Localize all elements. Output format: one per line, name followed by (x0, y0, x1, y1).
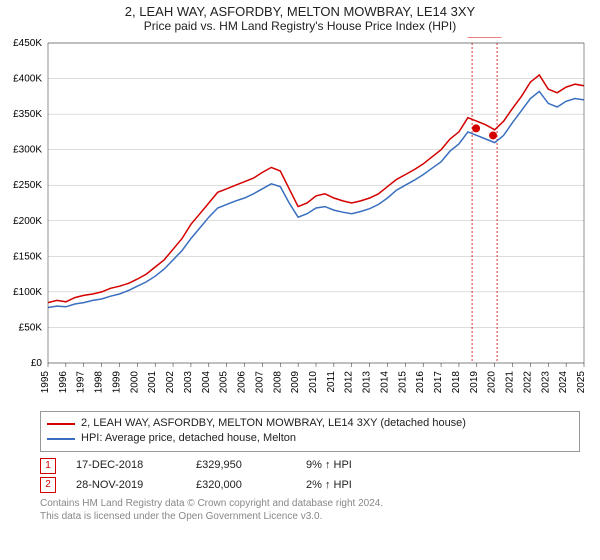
legend-swatch-icon (47, 438, 75, 440)
event-price: £329,950 (196, 456, 286, 476)
svg-text:2002: 2002 (165, 371, 176, 394)
svg-text:1996: 1996 (58, 371, 69, 394)
svg-text:2024: 2024 (558, 371, 569, 394)
svg-text:£50K: £50K (19, 322, 43, 333)
svg-text:1998: 1998 (94, 371, 105, 394)
svg-text:£150K: £150K (13, 251, 42, 262)
svg-text:2020: 2020 (487, 371, 498, 394)
line-chart-svg: £0 £50K £100K £150K £200K £250K £300K £350K £400… (0, 37, 600, 405)
svg-text:2021: 2021 (505, 371, 516, 394)
event-number-badge: 1 (40, 458, 56, 474)
svg-text:1995: 1995 (40, 371, 51, 394)
legend-swatch-icon (47, 423, 75, 425)
chart-title: 2, LEAH WAY, ASFORDBY, MELTON MOWBRAY, L… (0, 0, 600, 19)
chart-area: £0 £50K £100K £150K £200K £250K £300K £350K £400… (0, 37, 600, 405)
svg-text:£250K: £250K (13, 180, 42, 191)
svg-text:2003: 2003 (183, 371, 194, 394)
event-price: £320,000 (196, 476, 286, 496)
svg-text:2018: 2018 (451, 371, 462, 394)
svg-text:2000: 2000 (129, 371, 140, 394)
svg-text:2011: 2011 (326, 371, 337, 393)
svg-text:1999: 1999 (111, 371, 122, 394)
svg-text:£350K: £350K (13, 109, 42, 120)
event-date: 28-NOV-2019 (76, 476, 176, 496)
event-row: 1 17-DEC-2018 £329,950 9% ↑ HPI (40, 456, 580, 476)
footer-line: Contains HM Land Registry data © Crown c… (40, 497, 580, 510)
svg-text:£450K: £450K (13, 38, 42, 49)
svg-text:2013: 2013 (362, 371, 373, 394)
chart-subtitle: Price paid vs. HM Land Registry's House … (0, 19, 600, 37)
svg-text:2022: 2022 (522, 371, 533, 394)
svg-text:£0: £0 (31, 358, 43, 369)
svg-text:2010: 2010 (308, 371, 319, 394)
legend-box: 2, LEAH WAY, ASFORDBY, MELTON MOWBRAY, L… (40, 411, 580, 452)
svg-text:2006: 2006 (237, 371, 248, 394)
legend-label: 2, LEAH WAY, ASFORDBY, MELTON MOWBRAY, L… (81, 416, 466, 431)
event-delta: 9% ↑ HPI (306, 456, 352, 476)
svg-text:2012: 2012 (344, 371, 355, 394)
svg-text:£200K: £200K (13, 216, 42, 227)
svg-text:£400K: £400K (13, 74, 42, 85)
svg-text:2023: 2023 (540, 371, 551, 394)
event-delta: 2% ↑ HPI (306, 476, 352, 496)
svg-text:2014: 2014 (379, 371, 390, 394)
svg-text:2015: 2015 (397, 371, 408, 394)
svg-text:2025: 2025 (576, 371, 587, 394)
legend-item: 2, LEAH WAY, ASFORDBY, MELTON MOWBRAY, L… (47, 416, 573, 431)
svg-text:1997: 1997 (76, 371, 87, 394)
svg-text:2001: 2001 (147, 371, 158, 394)
footer-attribution: Contains HM Land Registry data © Crown c… (40, 497, 580, 523)
legend-item: HPI: Average price, detached house, Melt… (47, 431, 573, 446)
svg-text:2005: 2005 (219, 371, 230, 394)
svg-text:2016: 2016 (415, 371, 426, 394)
footer-line: This data is licensed under the Open Gov… (40, 510, 580, 523)
svg-text:2008: 2008 (272, 371, 283, 394)
legend-label: HPI: Average price, detached house, Melt… (81, 431, 296, 446)
svg-text:2007: 2007 (254, 371, 265, 394)
event-date: 17-DEC-2018 (76, 456, 176, 476)
svg-text:£300K: £300K (13, 145, 42, 156)
event-row: 2 28-NOV-2019 £320,000 2% ↑ HPI (40, 476, 580, 496)
svg-text:2019: 2019 (469, 371, 480, 394)
event-list: 1 17-DEC-2018 £329,950 9% ↑ HPI 2 28-NOV… (40, 456, 580, 496)
svg-text:£100K: £100K (13, 287, 42, 298)
svg-text:2017: 2017 (433, 371, 444, 394)
svg-text:2004: 2004 (201, 371, 212, 394)
svg-text:2009: 2009 (290, 371, 301, 394)
event-number-badge: 2 (40, 477, 56, 493)
